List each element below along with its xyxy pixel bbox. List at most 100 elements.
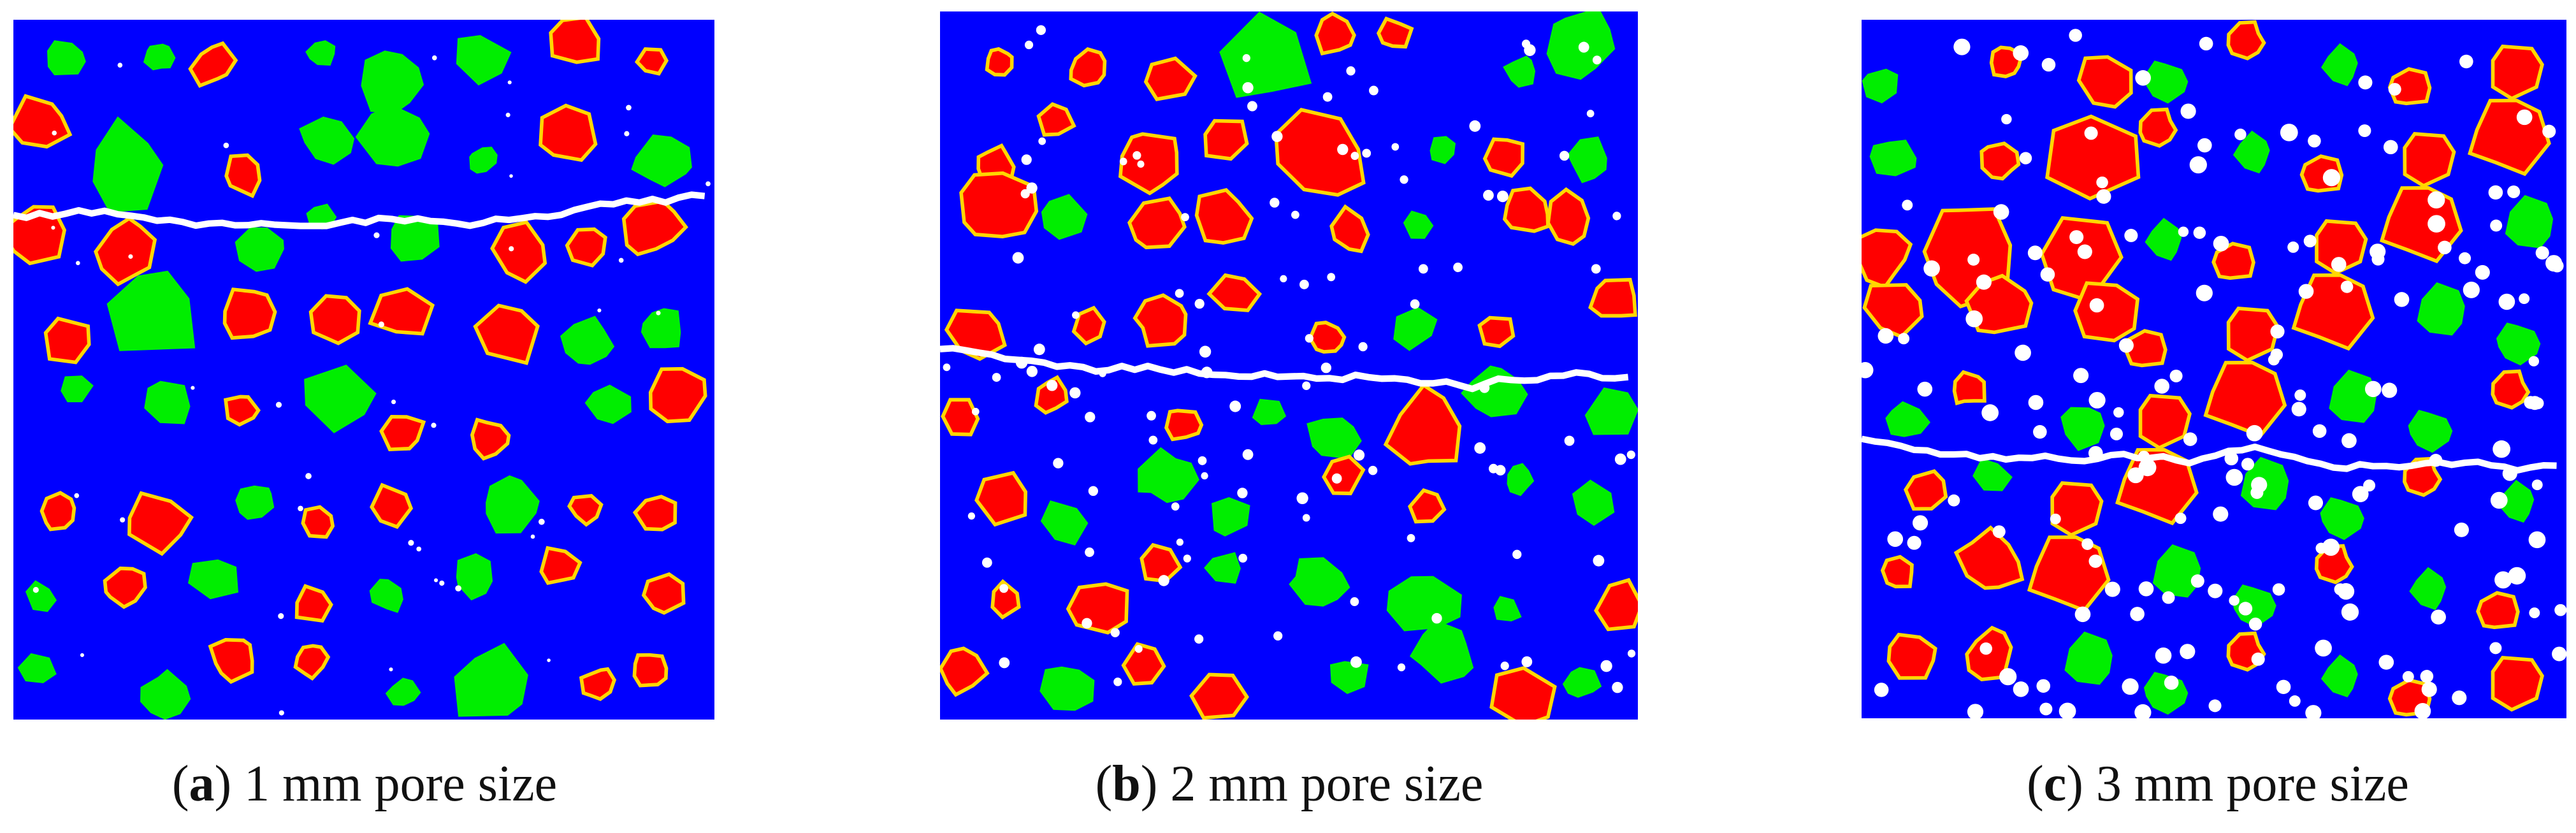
pore (2428, 191, 2445, 209)
caption-b: (b) 2 mm pore size (875, 755, 1704, 813)
pore (2298, 284, 2314, 299)
green-aggregate (390, 215, 440, 262)
pore (1119, 157, 1127, 166)
pore (2291, 402, 2306, 417)
pore (1923, 260, 1940, 277)
pore (1521, 656, 1533, 667)
panel-a (13, 20, 714, 720)
red-aggregate (2315, 219, 2368, 275)
pore (2340, 280, 2354, 293)
pore (2308, 134, 2321, 148)
pore (1327, 273, 1336, 282)
green-aggregate (2320, 43, 2358, 87)
red-aggregate (2138, 107, 2178, 148)
pore (1993, 204, 2009, 220)
pore (1331, 473, 1342, 484)
pore (1085, 547, 1094, 557)
pore (2542, 124, 2556, 138)
green-aggregate (1584, 387, 1638, 435)
pore (505, 112, 510, 117)
red-aggregate (2491, 44, 2544, 101)
pore (2019, 152, 2032, 164)
pore (1496, 191, 1509, 203)
pore (1469, 120, 1481, 132)
green-aggregate (2408, 409, 2453, 453)
pore (2183, 432, 2197, 446)
green-aggregate (1972, 458, 2013, 491)
matrix (1862, 20, 2566, 718)
red-aggregate (1189, 672, 1249, 720)
green-aggregate (235, 227, 284, 272)
pore (1199, 345, 1212, 358)
caption-text: ) 2 mm pore size (1140, 756, 1484, 812)
pore (2190, 574, 2204, 588)
pore (2358, 75, 2373, 90)
pore (2050, 513, 2061, 525)
pore (1242, 449, 1254, 460)
pore (1183, 554, 1191, 563)
pore (1237, 488, 1248, 498)
red-aggregate (621, 199, 688, 257)
pore (1147, 410, 1156, 421)
pore (275, 402, 282, 408)
pore (2352, 486, 2369, 503)
pore (2234, 128, 2247, 141)
red-aggregate (470, 417, 511, 461)
pore (2073, 368, 2089, 384)
pore (1612, 681, 1623, 693)
pore (2178, 226, 2189, 237)
green-aggregate (1869, 140, 1917, 177)
pore (1026, 182, 1038, 194)
caption-open: ( (1095, 756, 1113, 812)
green-aggregate (2232, 584, 2276, 628)
pore (1238, 553, 1248, 563)
pore (2287, 241, 2299, 253)
pore (999, 657, 1010, 669)
green-aggregate (1040, 500, 1089, 546)
pore (1242, 54, 1250, 62)
pore (2208, 699, 2222, 713)
green-aggregate (355, 105, 430, 167)
pore (1181, 213, 1189, 222)
red-aggregate (1034, 375, 1069, 415)
pore (2388, 83, 2401, 96)
green-aggregate (631, 134, 692, 187)
pore (391, 399, 396, 405)
pore (2109, 428, 2123, 440)
pore (2104, 581, 2120, 597)
pore (1967, 254, 1980, 266)
pore (439, 580, 445, 586)
pore (1158, 575, 1169, 586)
green-aggregate (456, 35, 512, 86)
green-aggregate (2064, 631, 2113, 685)
green-aggregate (1572, 479, 1615, 526)
red-aggregate (1482, 137, 1525, 178)
pore (2113, 407, 2124, 418)
pore (1564, 435, 1575, 446)
pore (1400, 175, 1408, 184)
pore (2421, 681, 2437, 697)
pore (2074, 606, 2091, 623)
pore (33, 586, 39, 593)
pore (2475, 264, 2490, 280)
pore (431, 423, 437, 428)
pore (2213, 506, 2229, 522)
red-aggregate (2291, 273, 2375, 351)
red-aggregate (2211, 242, 2255, 280)
pore (223, 142, 229, 148)
green-aggregate (469, 147, 498, 174)
pore (2498, 293, 2515, 310)
red-aggregate (1862, 228, 1913, 289)
crack (940, 345, 1629, 393)
red-aggregate (1143, 56, 1198, 101)
red-aggregate (103, 566, 147, 609)
pore (455, 585, 461, 592)
pore (2488, 185, 2503, 200)
pore (431, 55, 437, 61)
green-aggregate (2497, 479, 2535, 523)
pore (2225, 468, 2243, 486)
red-aggregate (565, 227, 607, 268)
pore (1614, 453, 1626, 465)
pore (1321, 362, 1331, 373)
pore (2535, 246, 2549, 260)
